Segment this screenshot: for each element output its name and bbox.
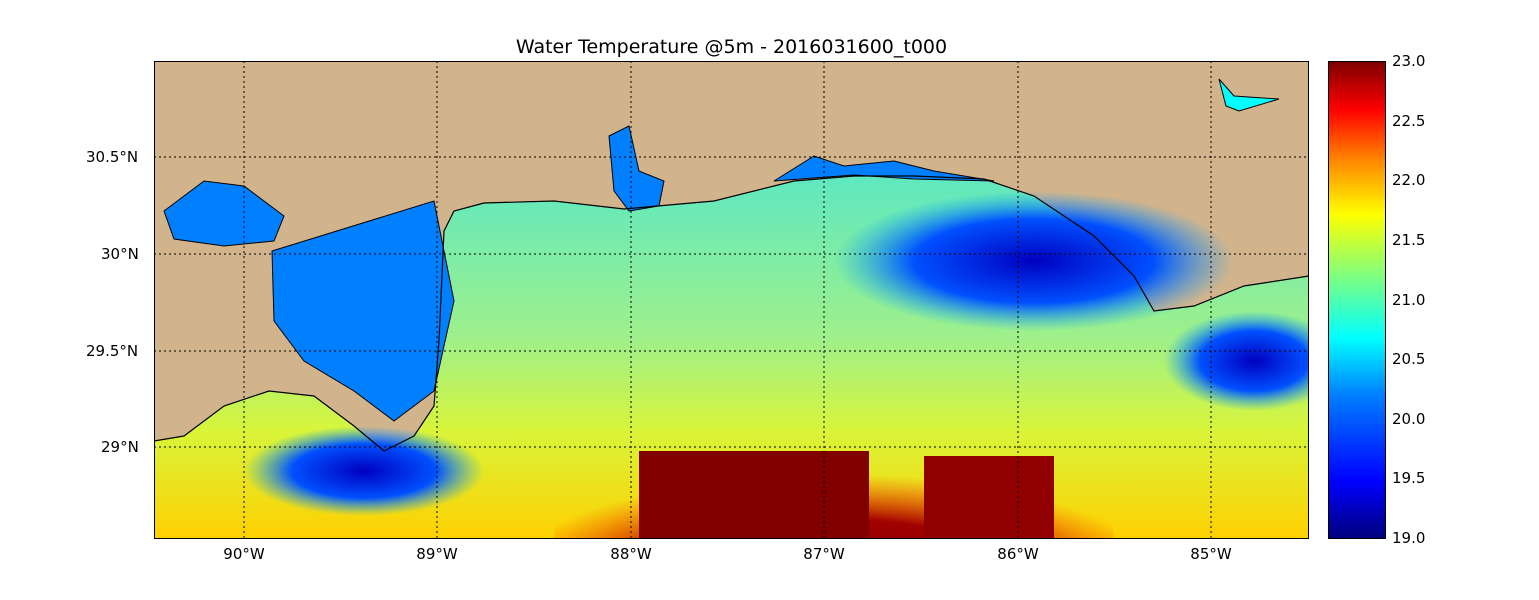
temperature-map (154, 61, 1309, 539)
x-tick-89w: 89°W (416, 545, 458, 563)
colorbar-tick: 20.0 (1392, 410, 1426, 428)
x-tick-85w: 85°W (1190, 545, 1232, 563)
y-tick-30-5n: 30.5°N (86, 148, 139, 166)
colorbar-tick: 23.0 (1392, 52, 1426, 70)
cold-water-south-east (1164, 311, 1309, 411)
colorbar (1328, 61, 1386, 539)
y-tick-29-5n: 29.5°N (86, 342, 139, 360)
coastline (154, 175, 1309, 452)
inland-water-delta (271, 200, 455, 422)
cold-water-west (244, 426, 484, 516)
map-frame (154, 61, 1309, 539)
y-tick-30n: 30°N (101, 245, 139, 263)
y-tick-29n: 29°N (101, 438, 139, 456)
colorbar-tick: 22.0 (1392, 171, 1426, 189)
warm-water-core-1 (639, 451, 869, 539)
x-tick-88w: 88°W (610, 545, 652, 563)
inland-water-ne (1218, 78, 1280, 112)
colorbar-tick: 19.5 (1392, 469, 1426, 487)
x-tick-87w: 87°W (803, 545, 845, 563)
colorbar-tick: 20.5 (1392, 350, 1426, 368)
warm-water-core-2 (924, 456, 1054, 539)
colorbar-tick: 21.0 (1392, 291, 1426, 309)
map-title: Water Temperature @5m - 2016031600_t000 (515, 36, 948, 58)
colorbar-tick: 22.5 (1392, 112, 1426, 130)
colorbar-tick: 19.0 (1392, 529, 1426, 547)
colorbar-tick: 21.5 (1392, 231, 1426, 249)
inland-water-west (163, 180, 285, 247)
x-tick-90w: 90°W (223, 545, 265, 563)
cold-water-east (834, 191, 1234, 331)
x-tick-86w: 86°W (997, 545, 1039, 563)
inland-water-mobile-bay (608, 125, 665, 212)
